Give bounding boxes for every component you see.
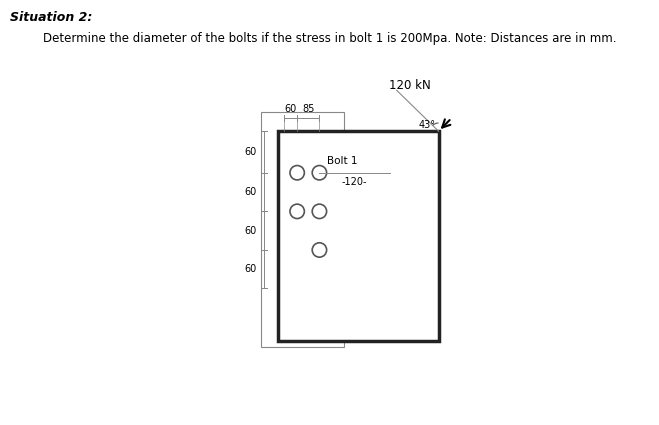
Text: Situation 2:: Situation 2:	[10, 11, 92, 24]
Text: 60: 60	[244, 187, 256, 197]
Text: 60: 60	[244, 226, 256, 235]
Text: 60: 60	[285, 104, 297, 114]
Text: 120 kN: 120 kN	[389, 79, 431, 92]
Text: 85: 85	[302, 104, 314, 114]
Text: Bolt 1: Bolt 1	[328, 156, 358, 166]
Text: 60: 60	[244, 264, 256, 274]
Text: -120-: -120-	[342, 177, 368, 187]
Text: 43°: 43°	[418, 120, 435, 130]
Bar	[261, 111, 344, 347]
Bar	[278, 131, 438, 340]
Text: Determine the diameter of the bolts if the stress in bolt 1 is 200Mpa. Note: Dis: Determine the diameter of the bolts if t…	[43, 32, 616, 45]
Text: 60: 60	[244, 147, 256, 157]
